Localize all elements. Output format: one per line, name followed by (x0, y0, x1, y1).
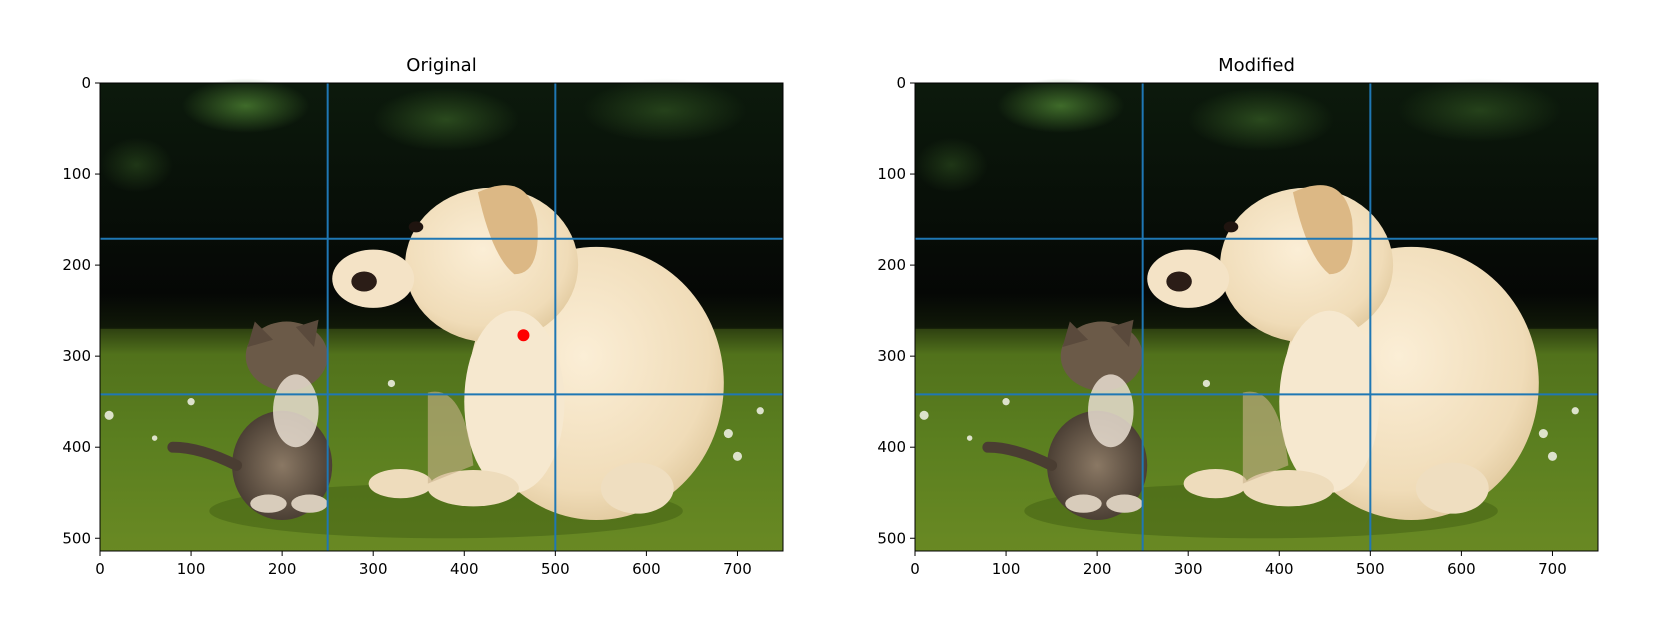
x-tick-label: 200 (268, 560, 297, 578)
x-tick-label: 500 (541, 560, 570, 578)
y-tick-label: 200 (877, 256, 906, 274)
x-tick-label: 400 (450, 560, 479, 578)
x-tick-label: 300 (1174, 560, 1203, 578)
photo-puppy-kitten (915, 78, 1598, 551)
chart-title: Modified (1218, 55, 1295, 76)
x-tick-label: 100 (177, 560, 206, 578)
photo-puppy-kitten (100, 78, 783, 551)
chart-modified: Modified 0 100 200 300 400 500 600 700 0 100 200 3… (877, 55, 1598, 578)
y-tick-label: 400 (62, 438, 91, 456)
x-tick-label: 600 (632, 560, 661, 578)
y-tick-label: 500 (62, 529, 91, 547)
x-tick-label: 500 (1356, 560, 1385, 578)
x-tick-label: 200 (1083, 560, 1112, 578)
y-tick-label: 100 (62, 165, 91, 183)
x-axis: 0 100 200 300 400 500 600 700 (95, 551, 752, 578)
grid-lines (100, 83, 783, 551)
x-tick-label: 400 (1265, 560, 1294, 578)
chart-title: Original (406, 55, 476, 76)
grid-lines (915, 83, 1598, 551)
axes-frame (914, 82, 1599, 552)
y-tick-label: 300 (877, 347, 906, 365)
axes-frame (99, 82, 784, 552)
x-tick-label: 700 (1538, 560, 1567, 578)
x-tick-label: 100 (992, 560, 1021, 578)
y-tick-label: 200 (62, 256, 91, 274)
x-tick-label: 0 (910, 560, 920, 578)
y-tick-label: 500 (877, 529, 906, 547)
y-tick-label: 400 (877, 438, 906, 456)
y-axis: 0 100 200 300 400 500 (62, 74, 100, 547)
x-axis: 0 100 200 300 400 500 600 700 (910, 551, 1567, 578)
chart-original: Original 0 100 200 300 400 500 600 700 0 100 200 3… (62, 55, 783, 578)
y-tick-label: 300 (62, 347, 91, 365)
x-tick-label: 300 (359, 560, 388, 578)
y-axis: 0 100 200 300 400 500 (877, 74, 915, 547)
marker-points (517, 329, 530, 342)
y-tick-label: 100 (877, 165, 906, 183)
y-tick-label: 0 (896, 74, 906, 92)
y-tick-label: 0 (81, 74, 91, 92)
marker-point (517, 329, 530, 342)
x-tick-label: 0 (95, 560, 105, 578)
x-tick-label: 700 (723, 560, 752, 578)
x-tick-label: 600 (1447, 560, 1476, 578)
